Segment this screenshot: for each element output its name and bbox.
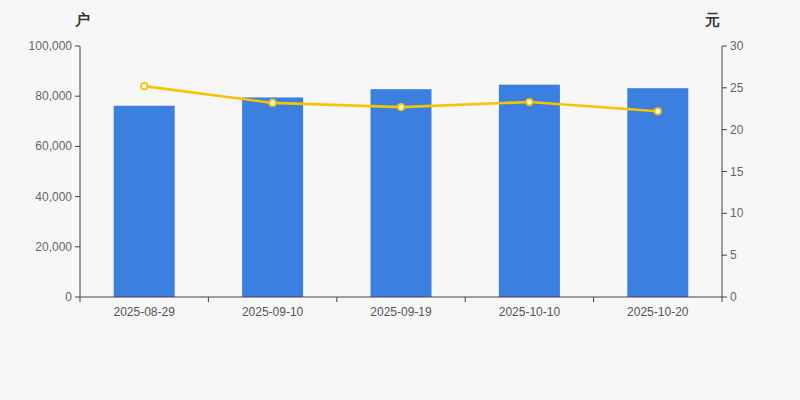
line-series-point[interactable] <box>398 104 404 110</box>
x-axis-category-label: 2025-10-20 <box>627 305 689 319</box>
right-axis-tick-label: 20 <box>730 123 744 137</box>
x-axis-category-label: 2025-10-10 <box>499 305 561 319</box>
bar[interactable] <box>114 106 175 297</box>
right-axis-tick-label: 10 <box>730 206 744 220</box>
right-axis-tick-label: 30 <box>730 39 744 53</box>
line-series-point[interactable] <box>526 99 532 105</box>
left-axis-tick-label: 80,000 <box>35 89 72 103</box>
left-axis-tick-label: 0 <box>65 290 72 304</box>
line-series-point[interactable] <box>655 108 661 114</box>
plot-svg: 0 20,000 40,000 60,000 80,000 100,000 0 5 10 15 20… <box>0 0 800 400</box>
bar[interactable] <box>499 85 560 297</box>
right-axis-tick-label: 15 <box>730 165 744 179</box>
right-axis-tick-label: 5 <box>730 248 737 262</box>
x-axis-category-label: 2025-08-29 <box>114 305 176 319</box>
line-series-point[interactable] <box>269 100 275 106</box>
left-axis-tick-label: 20,000 <box>35 240 72 254</box>
line-series-point[interactable] <box>141 83 147 89</box>
left-axis-tick-label: 40,000 <box>35 190 72 204</box>
right-axis-tick-label: 0 <box>730 290 737 304</box>
x-axis-category-label: 2025-09-10 <box>242 305 304 319</box>
bar[interactable] <box>627 88 688 297</box>
bar[interactable] <box>242 97 303 297</box>
right-axis-tick-label: 25 <box>730 81 744 95</box>
chart-canvas: 户 元 020,00040,00060,00080,000100,0000510… <box>0 0 800 400</box>
left-axis-tick-label: 60,000 <box>35 139 72 153</box>
bar[interactable] <box>371 89 432 297</box>
x-axis-category-label: 2025-09-19 <box>370 305 432 319</box>
left-axis-tick-label: 100,000 <box>29 39 73 53</box>
